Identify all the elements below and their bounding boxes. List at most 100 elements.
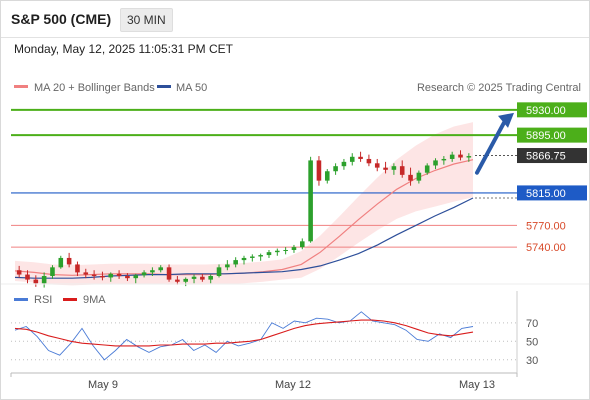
support-level-label: 5815.00 (526, 188, 566, 200)
price-level-labels: 5930.00 5895.00 5866.75 5815.00 5770.00 5740.… (517, 102, 587, 254)
candle-body (433, 160, 438, 166)
candle-body (58, 257, 64, 268)
candle-body (333, 166, 338, 172)
price-candle (208, 274, 213, 284)
price-candle (75, 261, 80, 276)
rsi-line (14, 311, 474, 361)
candle-body (158, 267, 164, 271)
price-candle (183, 277, 188, 287)
price-candle (141, 270, 147, 278)
candle-body (241, 257, 247, 261)
price-candle (283, 247, 288, 255)
candle-body (466, 156, 472, 158)
ma50-legend-label: MA 50 (176, 82, 207, 94)
price-candle (116, 270, 122, 279)
price-candle (25, 270, 30, 284)
candle-body (424, 165, 430, 173)
candle-body (66, 257, 72, 265)
resistance-level-tag (517, 102, 587, 118)
candle-body (416, 172, 422, 181)
x-axis-label: May 12 (275, 379, 311, 391)
candle-body (441, 158, 447, 161)
candle-body (183, 278, 188, 282)
candle-body (408, 174, 413, 181)
price-candle (133, 273, 139, 284)
candle-body (358, 156, 363, 159)
price-candle (83, 268, 89, 279)
rsi-tick-label: 30 (526, 355, 538, 367)
resistance-level-tag (517, 127, 587, 143)
price-candle (33, 275, 39, 287)
candle-body (449, 154, 455, 159)
price-candle (300, 238, 305, 250)
price-candle (275, 248, 280, 256)
candle-body (91, 274, 97, 276)
price-candle (466, 153, 472, 162)
price-candle (200, 273, 205, 282)
chart-legend: MA 20 + Bollinger Bands MA 50 Research ©… (14, 82, 581, 94)
price-candle (225, 260, 230, 271)
candle-body (374, 163, 380, 168)
rsi-ma-legend-swatch (63, 298, 77, 301)
candle-body (275, 250, 280, 253)
price-candle (175, 276, 180, 285)
interval-button[interactable]: 30 MIN (120, 8, 173, 32)
price-candle (324, 169, 330, 184)
resistance-level-label: 5895.00 (526, 130, 566, 142)
candle-body (308, 160, 313, 242)
candle-body (458, 154, 463, 158)
price-candle (166, 264, 172, 282)
candle-body (116, 273, 122, 276)
price-candle (366, 154, 372, 167)
price-candle (333, 163, 338, 175)
candle-body (208, 276, 213, 280)
candle-body (125, 276, 130, 279)
price-candle (100, 271, 105, 281)
price-candle (416, 170, 422, 184)
price-candle (374, 158, 380, 172)
price-candle (424, 163, 430, 175)
last-level-tag (517, 148, 587, 164)
price-candle (291, 244, 297, 253)
candle-body (383, 167, 388, 170)
candle-body (258, 255, 263, 257)
price-candle (191, 274, 197, 284)
candle-body (141, 272, 147, 276)
candle-body (366, 158, 372, 164)
price-candle (250, 254, 255, 262)
price-candle (233, 257, 238, 268)
candle-body (200, 276, 205, 280)
candle-body (300, 241, 305, 248)
candle-body (391, 166, 397, 170)
price-candle (433, 158, 438, 170)
price-candle (316, 156, 322, 186)
copyright-text: Research © 2025 Trading Central (417, 82, 581, 94)
candle-body (83, 272, 89, 275)
chart-datetime: Monday, May 12, 2025 11:05:31 PM CET (14, 42, 234, 56)
candle-body (50, 267, 55, 276)
price-candle (91, 270, 97, 280)
pivot-level-label: 5740.00 (526, 242, 566, 254)
ma50-legend-swatch (157, 85, 171, 88)
x-axis-label: May 13 (459, 379, 495, 391)
price-candle (108, 272, 114, 282)
rsi-tick-label: 70 (526, 318, 538, 330)
title-bar: S&P 500 (CME) 30 MIN (1, 1, 589, 38)
ma20-legend-label: MA 20 + Bollinger Bands (34, 82, 155, 94)
price-candle (158, 265, 164, 273)
price-candle (150, 267, 155, 276)
price-candle (458, 150, 463, 161)
candle-body (108, 273, 114, 278)
price-candle (258, 253, 263, 261)
rsi-legend: RSI 9MA (14, 294, 106, 306)
price-candle (399, 160, 405, 178)
x-axis-label: May 9 (88, 379, 118, 391)
candle-body (100, 276, 105, 278)
price-candle (341, 158, 347, 170)
rsi-ma-line (14, 319, 474, 347)
rsi-ma-legend-label: 9MA (83, 294, 106, 306)
price-candle (50, 265, 55, 279)
candle-body (341, 161, 347, 167)
